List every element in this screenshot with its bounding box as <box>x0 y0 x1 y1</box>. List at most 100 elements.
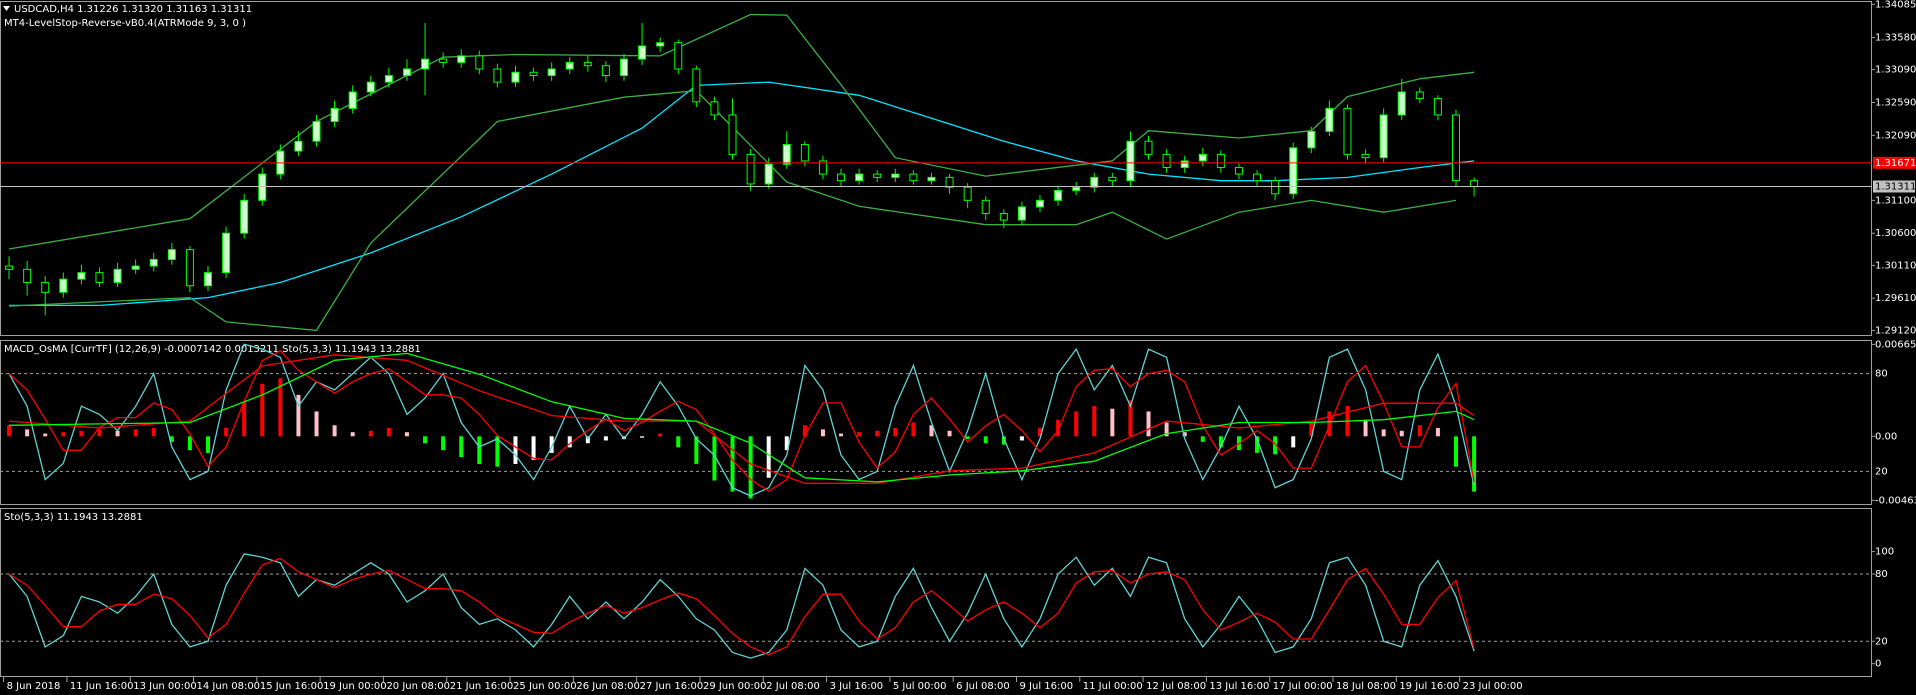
y-tick-label: -0.004638 <box>1875 495 1916 506</box>
indicator-name: MT4-LevelStop-Reverse-vB0.4(ATRMode 9, 3… <box>4 18 246 29</box>
histogram-bar <box>730 436 735 492</box>
y2-tick-label: 80 <box>1875 369 1888 380</box>
candle-body <box>1090 176 1099 188</box>
histogram-bar <box>1273 436 1278 455</box>
candle-body <box>909 173 918 182</box>
histogram-bar <box>676 436 681 448</box>
histogram-bar <box>133 429 138 437</box>
histogram-bar <box>368 430 373 437</box>
candle-body <box>312 121 321 142</box>
histogram-bar <box>477 436 482 464</box>
histogram-bar <box>839 433 844 437</box>
macd-pane <box>0 340 1872 505</box>
candle-body <box>1271 180 1280 195</box>
histogram-bar <box>1128 400 1133 437</box>
histogram-bar <box>748 436 753 499</box>
histogram-bar <box>1327 411 1332 437</box>
histogram-bar <box>947 430 952 437</box>
candle-body <box>1343 107 1352 155</box>
histogram-bar <box>187 436 192 451</box>
candle-body <box>800 144 809 162</box>
y-tick-label: 1.34085 <box>1875 0 1916 10</box>
candle-body <box>167 249 176 260</box>
histogram-bar <box>983 436 988 444</box>
y2-tick-label: 20 <box>1875 466 1888 477</box>
candle-body <box>95 272 104 283</box>
candle-body <box>1379 114 1388 159</box>
candle-body <box>1162 153 1171 169</box>
stochastic-line <box>8 553 1475 659</box>
histogram-bar <box>386 428 391 437</box>
candle-body <box>330 107 339 123</box>
histogram-bar <box>766 436 771 478</box>
histogram-bar <box>43 433 48 437</box>
x-tick-label: 14 Jun 08:00 <box>197 681 261 692</box>
histogram-bar <box>784 436 789 451</box>
x-tick-label: 17 Jul 00:00 <box>1273 681 1333 692</box>
x-tick-label: 15 Jun 16:00 <box>260 681 324 692</box>
histogram-bar <box>1417 425 1422 437</box>
candle-body <box>41 281 50 293</box>
histogram-bar <box>694 436 699 464</box>
histogram-bar <box>1038 428 1042 437</box>
macd-line <box>8 354 1475 484</box>
x-tick-label: 11 Jun 16:00 <box>70 681 134 692</box>
candle-body <box>1253 173 1262 182</box>
candle-body <box>692 68 701 103</box>
y-tick-label: 1.33580 <box>1875 32 1916 43</box>
candle-body <box>1397 91 1406 116</box>
x-tick-label: 19 Jul 16:00 <box>1399 681 1459 692</box>
candle-body <box>131 265 140 270</box>
x-tick-label: 6 Jul 08:00 <box>956 681 1010 692</box>
histogram-bar <box>115 430 120 437</box>
candle-body <box>1126 140 1135 182</box>
candle-body <box>457 55 466 63</box>
candle-body <box>620 58 628 77</box>
x-tick-label: 21 Jun 16:00 <box>450 681 514 692</box>
y-tick-label: 20 <box>1875 636 1888 647</box>
stochastic-title: Sto(5,3,3) 11.1943 13.2881 <box>4 512 143 523</box>
collapse-icon[interactable] <box>3 6 10 11</box>
candle-body <box>222 232 231 274</box>
histogram-bar <box>531 436 536 460</box>
candle-body <box>511 71 520 83</box>
stochastic-pane <box>0 508 1872 677</box>
histogram-bar <box>857 432 862 437</box>
histogram-bar <box>513 436 518 464</box>
candle-body <box>204 272 212 287</box>
histogram-bar <box>1291 436 1296 448</box>
candle-body <box>1144 140 1153 155</box>
x-tick-label: 9 Jul 16:00 <box>1019 681 1073 692</box>
candle-body <box>475 55 484 70</box>
histogram-bar <box>79 430 84 437</box>
candle-body <box>113 268 122 283</box>
candle-body <box>59 278 68 293</box>
price-label-bg <box>1873 180 1915 193</box>
histogram-bar <box>314 411 319 437</box>
x-tick-label: 26 Jun 08:00 <box>576 681 640 692</box>
histogram-bar <box>61 432 66 437</box>
candle-body <box>782 144 791 165</box>
price-label-bg <box>1873 156 1915 169</box>
candle-body <box>1216 153 1225 169</box>
candle-body <box>1361 153 1370 159</box>
histogram-bar <box>965 436 970 440</box>
stochastic-line <box>8 557 1475 656</box>
candle-body <box>1072 186 1081 192</box>
candle-body <box>5 265 14 270</box>
histogram-bar <box>549 436 554 453</box>
x-tick-label: 3 Jul 16:00 <box>830 681 884 692</box>
x-tick-label: 18 Jul 08:00 <box>1336 681 1396 692</box>
candle-body <box>294 140 303 152</box>
histogram-bar <box>332 425 337 437</box>
candle-body <box>149 258 158 267</box>
histogram-bar <box>1092 405 1097 437</box>
candle-body <box>818 160 827 175</box>
y-tick-label: 1.29120 <box>1875 325 1916 336</box>
candle-body <box>981 199 990 214</box>
candle-body <box>583 61 592 67</box>
candle-body <box>963 186 972 201</box>
x-tick-label: 25 Jun 00:00 <box>513 681 577 692</box>
histogram-bar <box>278 378 283 437</box>
